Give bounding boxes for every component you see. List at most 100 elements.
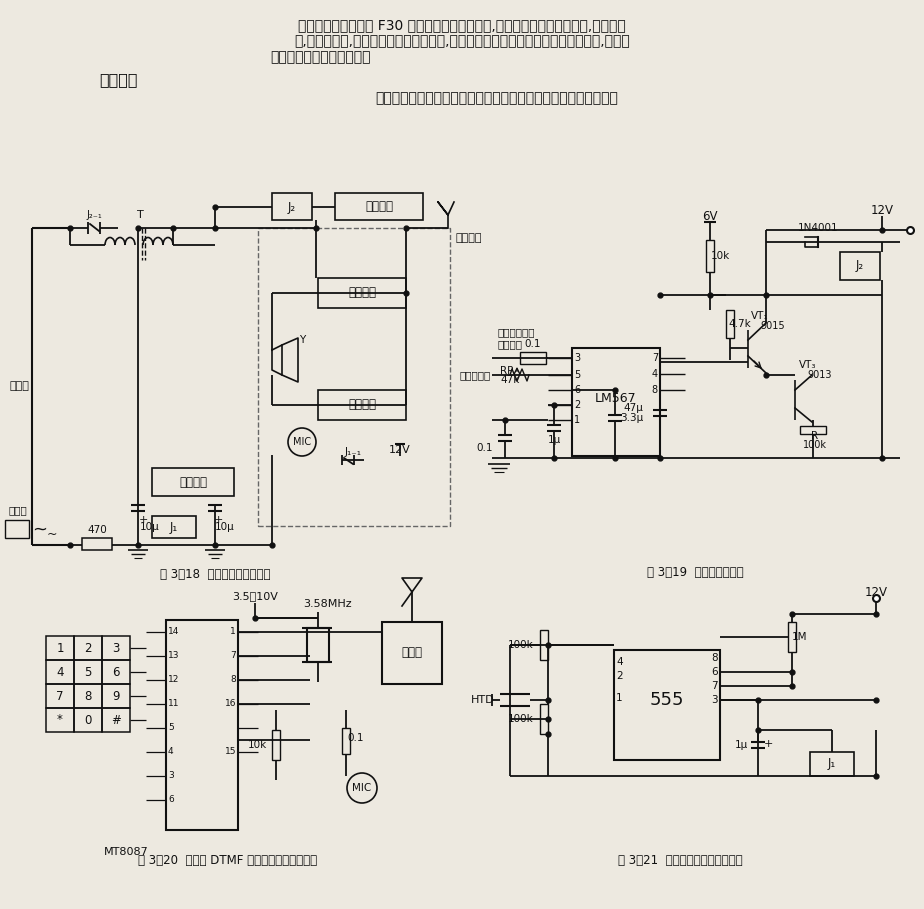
Text: 4: 4 (616, 657, 623, 667)
Text: LM567: LM567 (595, 392, 637, 405)
Text: #: # (111, 714, 121, 726)
Text: 8: 8 (711, 653, 718, 663)
Text: 效果完全可满足一般要求。: 效果完全可满足一般要求。 (270, 50, 371, 64)
Text: 工作原理: 工作原理 (99, 73, 138, 87)
Text: 9015: 9015 (760, 321, 785, 331)
Text: 47k: 47k (500, 375, 519, 385)
Text: MIC: MIC (293, 437, 311, 447)
Text: 6: 6 (112, 665, 120, 678)
Bar (74, 636, 102, 660)
Text: 图 3－18  铃声传呼工作原理图: 图 3－18 铃声传呼工作原理图 (160, 567, 270, 581)
Text: 100k: 100k (508, 714, 534, 724)
Text: 4.7k: 4.7k (729, 319, 751, 329)
Bar (810, 752, 854, 776)
Text: 8: 8 (230, 675, 236, 684)
Bar (102, 708, 130, 732)
Text: 2: 2 (574, 400, 580, 410)
Text: 3.58MHz: 3.58MHz (304, 599, 352, 609)
Bar (572, 348, 660, 456)
Text: 5: 5 (168, 724, 174, 733)
Text: 7: 7 (651, 353, 658, 363)
Text: 电话线: 电话线 (9, 381, 29, 391)
Text: 1N4001: 1N4001 (797, 223, 838, 233)
Bar (74, 660, 102, 684)
Text: 1: 1 (56, 642, 64, 654)
Bar (800, 426, 826, 434)
Text: +: + (763, 739, 772, 749)
Text: *: * (57, 714, 63, 726)
Text: 1µ: 1µ (547, 435, 561, 445)
Text: 0.1: 0.1 (525, 339, 541, 349)
Text: 9013: 9013 (808, 370, 833, 380)
Text: 2: 2 (84, 642, 91, 654)
Text: 发射部分: 发射部分 (348, 398, 376, 412)
Text: 电话机: 电话机 (8, 505, 28, 515)
Bar (335, 193, 423, 220)
Text: 470: 470 (87, 525, 107, 535)
Text: 1: 1 (616, 693, 623, 703)
Text: ~: ~ (47, 527, 57, 541)
Text: 本文介绍了如何利用 F30 型对讲机改制无绳电话,利用此法改制的无绳电话,不但成本: 本文介绍了如何利用 F30 型对讲机改制无绳电话,利用此法改制的无绳电话,不但成… (298, 18, 626, 32)
Text: 9: 9 (112, 690, 120, 703)
Text: 1: 1 (230, 627, 236, 636)
Text: MIC: MIC (352, 783, 371, 793)
Text: 对讲机部分: 对讲机部分 (460, 370, 492, 380)
Text: J₂₋₁: J₂₋₁ (86, 210, 102, 220)
Text: 3.5～10V: 3.5～10V (232, 591, 278, 601)
Bar (318, 278, 406, 308)
Text: VT₁: VT₁ (751, 311, 769, 321)
Text: 7: 7 (711, 681, 718, 691)
Bar (102, 636, 130, 660)
Bar (614, 650, 720, 760)
Bar (5, 520, 29, 538)
Text: Y: Y (298, 335, 305, 345)
Text: 本装置的工作原理包括铃声传呼、遥控摘机、手拨号和收发转换。: 本装置的工作原理包括铃声传呼、遥控摘机、手拨号和收发转换。 (375, 91, 618, 105)
Text: 14: 14 (168, 627, 179, 636)
Text: 0.1: 0.1 (347, 733, 364, 743)
Text: 12V: 12V (870, 204, 894, 216)
Text: 12: 12 (168, 675, 179, 684)
Text: 图 3－20  手机的 DTMF 双音频拨号电路原理图: 图 3－20 手机的 DTMF 双音频拨号电路原理图 (139, 854, 318, 866)
Bar (706, 240, 714, 272)
Text: 3.3µ: 3.3µ (620, 413, 644, 423)
Text: 10µ: 10µ (140, 522, 160, 532)
Bar (46, 636, 74, 660)
Bar (840, 252, 880, 280)
Text: 8: 8 (651, 385, 658, 395)
Bar (74, 684, 102, 708)
Text: 5: 5 (84, 665, 91, 678)
Text: 0: 0 (84, 714, 91, 726)
Bar (382, 622, 442, 684)
Text: 47µ: 47µ (623, 403, 643, 413)
Text: HTD: HTD (471, 695, 495, 705)
Text: 13: 13 (168, 652, 179, 661)
Bar (540, 704, 548, 734)
Text: +: + (139, 515, 148, 525)
Text: 5: 5 (574, 370, 580, 380)
Text: J₁₋₁: J₁₋₁ (345, 447, 361, 457)
Text: 4: 4 (651, 369, 658, 379)
Text: 6: 6 (574, 385, 580, 395)
Text: 3: 3 (711, 695, 718, 705)
Bar (46, 708, 74, 732)
Bar (272, 193, 312, 220)
Text: 7: 7 (56, 690, 64, 703)
Bar (74, 708, 102, 732)
Text: 图 3－21  收发自动转换电路原理图: 图 3－21 收发自动转换电路原理图 (617, 854, 742, 866)
Text: 10k: 10k (248, 740, 267, 750)
Text: 3: 3 (113, 642, 120, 654)
Bar (46, 660, 74, 684)
Text: 摘机电路: 摘机电路 (365, 201, 393, 214)
Text: 4: 4 (56, 665, 64, 678)
Text: 图 3－19  摘机电路原理图: 图 3－19 摘机电路原理图 (647, 565, 743, 578)
Text: MT8087: MT8087 (103, 847, 149, 857)
Text: T: T (137, 210, 143, 220)
Bar (258, 228, 450, 526)
Text: 8: 8 (84, 690, 91, 703)
Text: 接鉴频输出端: 接鉴频输出端 (498, 327, 536, 337)
Text: 3: 3 (574, 353, 580, 363)
Bar (318, 390, 406, 420)
Text: 或扬声器: 或扬声器 (498, 339, 523, 349)
Text: 对讲机: 对讲机 (402, 645, 422, 658)
Text: 12V: 12V (389, 445, 411, 455)
